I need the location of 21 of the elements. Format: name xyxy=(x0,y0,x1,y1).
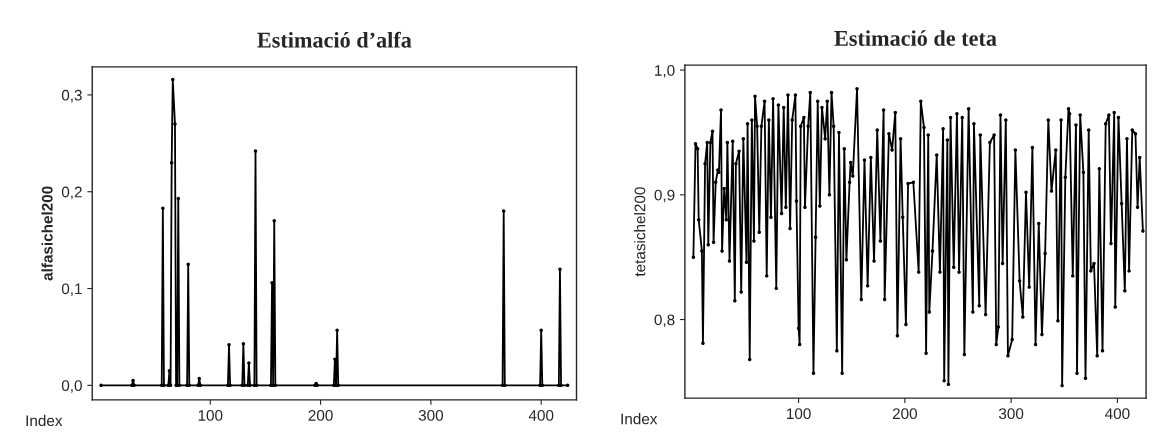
x-tick-label: 400 xyxy=(528,409,554,421)
chart-title: Estimació d’alfa xyxy=(257,31,412,48)
y-tick-label: 0,1 xyxy=(61,283,82,297)
y-tick-label: 0,2 xyxy=(61,186,82,200)
x-tick-label: 300 xyxy=(998,408,1024,420)
y-axis-title: tetasichel200 xyxy=(634,187,646,277)
x-tick-label: 300 xyxy=(418,409,444,421)
chart-title: Estimació de teta xyxy=(834,30,997,46)
y-tick-label: 1,0 xyxy=(655,64,675,78)
x-tick-label: 200 xyxy=(892,408,917,420)
x-axis-title: Index xyxy=(26,414,63,427)
x-tick-label: 400 xyxy=(1105,408,1130,420)
x-tick-label: 200 xyxy=(308,409,333,421)
y-axis-title: alfasichel200 xyxy=(41,186,53,281)
x-axis-title: Index xyxy=(621,413,658,425)
y-tick-label: 0,3 xyxy=(61,89,82,103)
y-tick-label: 0,8 xyxy=(654,314,675,328)
x-tick-label: 100 xyxy=(198,409,223,421)
x-tick-label: 100 xyxy=(787,408,811,420)
y-tick-label: 0,0 xyxy=(61,380,82,393)
y-tick-label: 0,9 xyxy=(654,189,675,203)
